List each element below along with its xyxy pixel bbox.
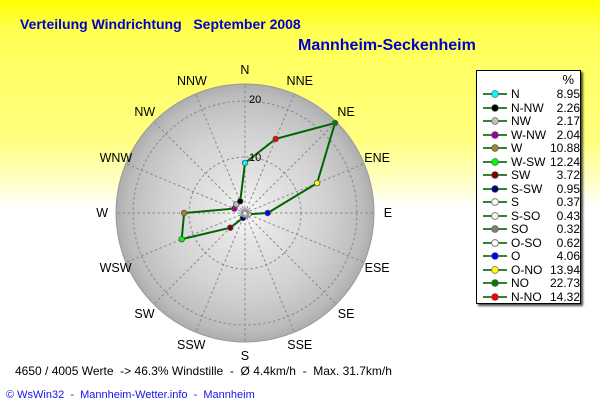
svg-text:10: 10 xyxy=(249,152,261,164)
svg-text:20: 20 xyxy=(249,94,261,106)
